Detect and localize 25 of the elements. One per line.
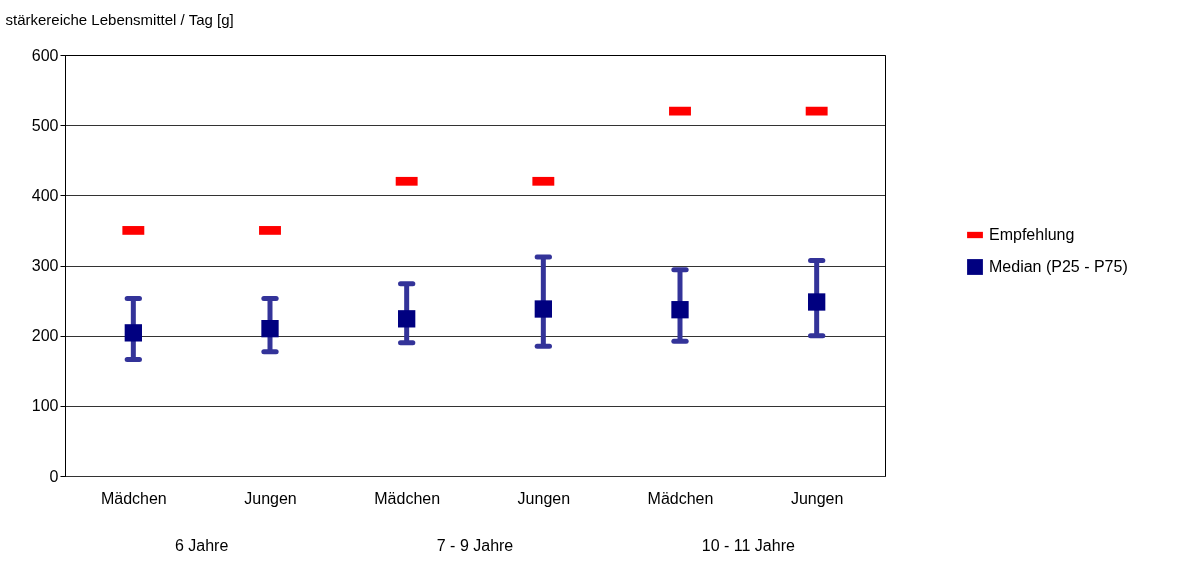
y-tick-label: 300 [31,257,59,274]
x-tick-label: Mädchen [647,489,714,507]
y-tick-label: 0 [49,467,59,485]
y-tick-label: 200 [31,327,59,345]
x-tick-label: Jungen [244,489,297,507]
point [261,319,279,338]
y-axis-title: stärkereiche Lebensmittel / Tag [g] [5,10,234,28]
point [124,324,142,342]
y-tick-label: 500 [31,116,59,134]
point [398,310,416,328]
point [671,301,689,319]
text: 6 Jahre [174,537,229,554]
x-tick-label: Mädchen [100,489,167,507]
y-tick-label: 400 [31,186,59,204]
text: 7 - 9 Jahre [436,537,514,554]
y-tick-label: 600 [31,46,59,64]
x-tick-label: Jungen [790,489,844,507]
point [808,293,826,311]
point [534,300,552,318]
legend-label: Median (P25 - P75) [989,258,1128,275]
legend-label: Empfehlung [989,226,1075,243]
text: 10 - 11 Jahre [701,537,795,554]
y-tick-label: 100 [31,397,59,415]
x-tick-label: Jungen [517,489,571,507]
x-tick-label: Mädchen [374,489,441,507]
